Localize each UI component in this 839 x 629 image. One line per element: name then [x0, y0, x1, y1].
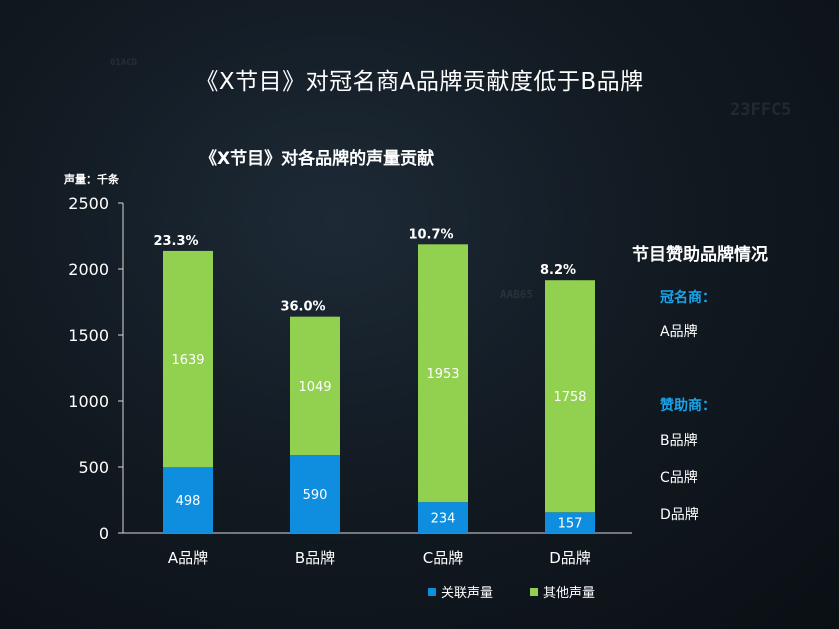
bar-value-label: 234 [431, 512, 456, 527]
title-sponsor-label: 冠名商： [660, 290, 716, 306]
x-tick-label: C品牌 [423, 549, 463, 567]
y-tick-label: 1000 [68, 392, 109, 411]
legend-item-other: 其他声量 [530, 582, 595, 601]
sponsor-item: C品牌 [660, 470, 698, 486]
y-tick-label: 2000 [68, 260, 109, 279]
legend-label: 其他声量 [543, 586, 596, 601]
sponsor-label: 赞助商： [660, 398, 716, 414]
sponsor-item: D品牌 [660, 507, 699, 523]
sponsor-item: B品牌 [660, 433, 698, 449]
bar-value-label: 157 [558, 517, 583, 532]
x-tick-label: B品牌 [295, 549, 335, 567]
page-title: 《X节目》对冠名商A品牌贡献度低于B品牌 [195, 69, 644, 95]
legend-item-related: 关联声量 [428, 582, 493, 601]
x-tick-label: D品牌 [549, 549, 591, 567]
bar-value-label: 1049 [298, 380, 331, 395]
y-tick-label: 0 [99, 524, 109, 543]
bar-related-volume [290, 455, 340, 533]
title-sponsor-item: A品牌 [660, 324, 698, 340]
bar-value-label: 1758 [553, 390, 586, 405]
sponsor-panel-title: 节目赞助品牌情况 [632, 245, 768, 265]
bar-percentage-label: 8.2% [540, 263, 576, 278]
legend-swatch [530, 587, 538, 596]
chart-title: 《X节目》对各品牌的声量贡献 [200, 149, 435, 169]
bar-value-label: 1639 [171, 353, 204, 368]
bar-related-volume [418, 502, 468, 533]
legend-label: 关联声量 [441, 586, 494, 601]
bar-value-label: 590 [303, 488, 328, 503]
bar-value-label: 498 [176, 494, 201, 509]
bar-related-volume [545, 512, 595, 533]
y-tick-label: 1500 [68, 326, 109, 345]
bar-percentage-label: 36.0% [280, 300, 325, 315]
bar-value-label: 1953 [426, 367, 459, 382]
x-tick-label: A品牌 [168, 549, 208, 567]
y-axis-unit-label: 声量：千条 [64, 173, 119, 186]
y-tick-label: 500 [78, 458, 109, 477]
y-tick-label: 2500 [68, 194, 109, 213]
bar-other-volume [418, 244, 468, 503]
bar-other-volume [545, 280, 595, 513]
bar-percentage-label: 10.7% [408, 227, 453, 242]
bar-other-volume [290, 316, 340, 456]
legend-swatch [428, 587, 436, 596]
bar-other-volume [163, 250, 213, 468]
bar-related-volume [163, 467, 213, 533]
bar-percentage-label: 23.3% [153, 234, 198, 249]
